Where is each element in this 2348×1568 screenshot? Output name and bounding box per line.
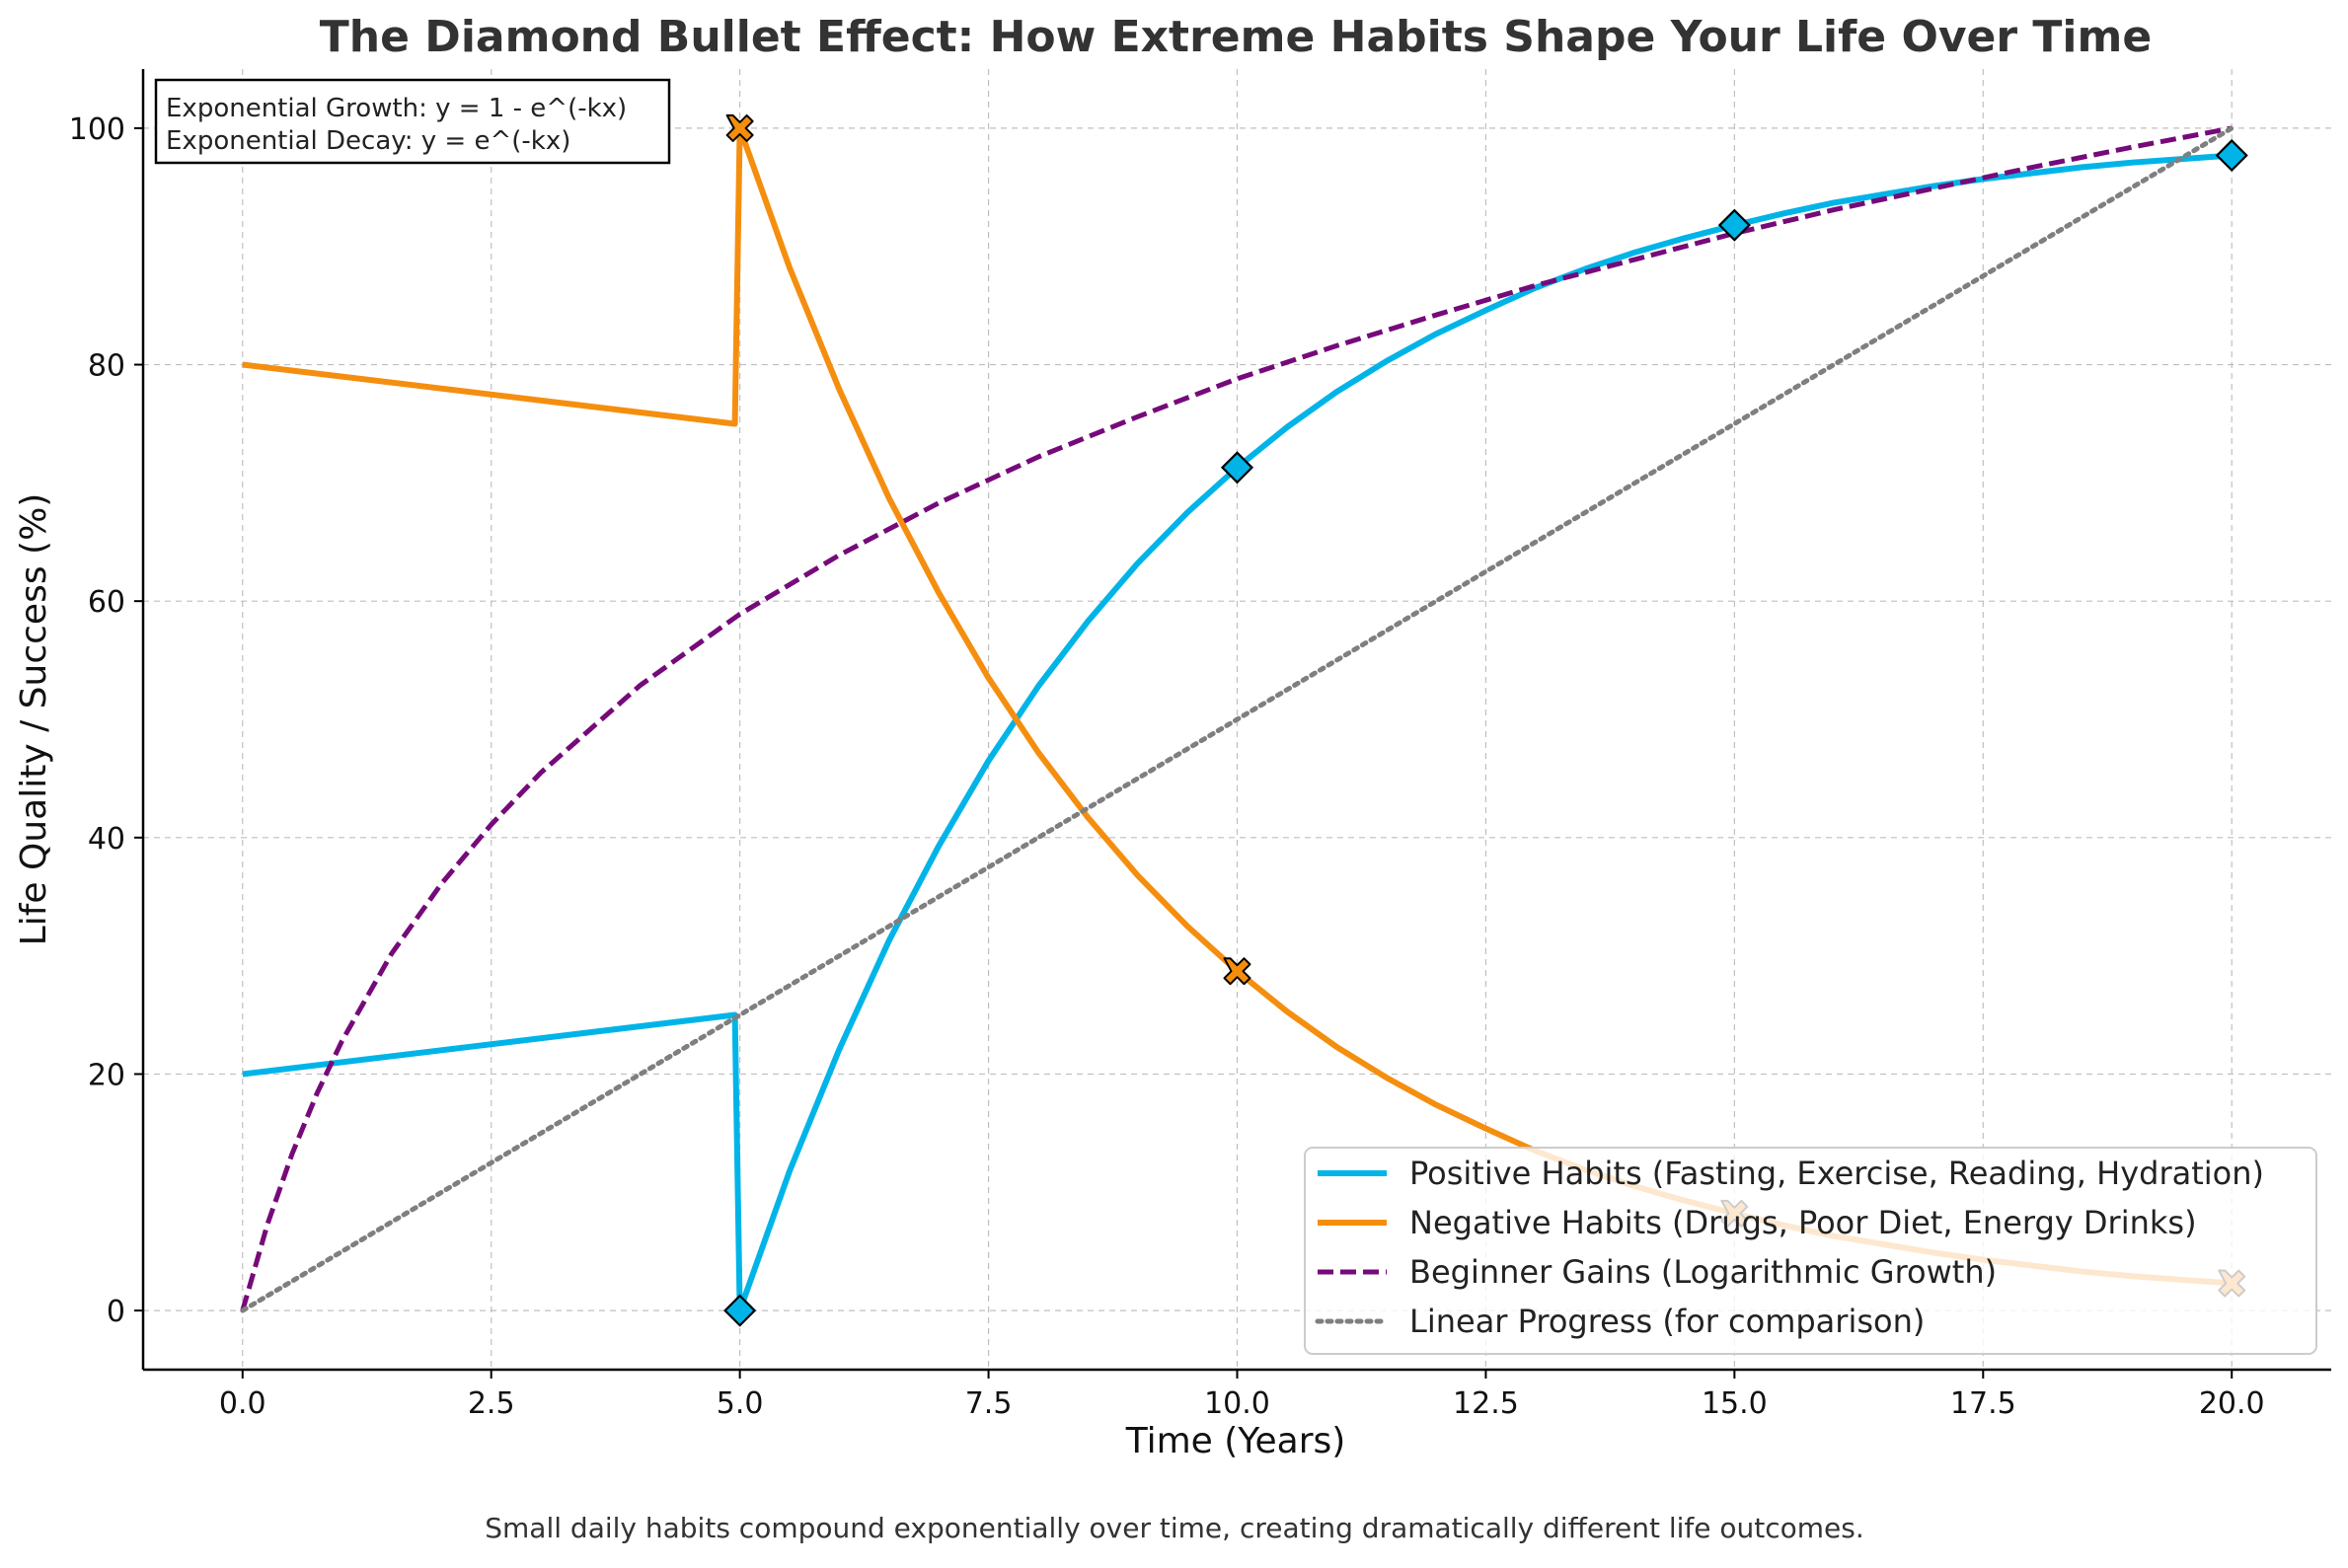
x-tick-label: 12.5: [1453, 1386, 1519, 1421]
x-marker: [1223, 957, 1251, 986]
x-tick-label: 10.0: [1204, 1386, 1270, 1421]
y-tick-label: 0: [107, 1295, 125, 1329]
x-tick-label: 20.0: [2199, 1386, 2265, 1421]
formula-annotation: Exponential Growth: y = 1 - e^(-kx) Expo…: [154, 78, 671, 165]
x-axis-label: Time (Years): [1125, 1421, 1346, 1461]
y-tick-label: 60: [88, 585, 125, 620]
formula-growth: Exponential Growth: y = 1 - e^(-kx): [166, 94, 627, 123]
diamond-marker: [1220, 451, 1254, 485]
chart-caption: Small daily habits compound exponentiall…: [485, 1512, 1864, 1544]
x-marker: [725, 113, 754, 142]
diamond-marker: [1717, 208, 1751, 242]
formula-decay: Exponential Decay: y = e^(-kx): [166, 126, 570, 156]
x-tick-label: 15.0: [1702, 1386, 1768, 1421]
legend-label-2: Beginner Gains (Logarithmic Growth): [1409, 1253, 1997, 1291]
legend-label-1: Negative Habits (Drugs, Poor Diet, Energ…: [1409, 1204, 2197, 1241]
legend-box: [1304, 1147, 2317, 1355]
y-tick-label: 40: [88, 822, 125, 857]
legend-label-3: Linear Progress (for comparison): [1409, 1303, 1925, 1340]
x-tick-label: 0.0: [219, 1386, 266, 1421]
series-line-2: [240, 125, 2233, 1311]
y-tick-label: 80: [88, 349, 125, 384]
x-tick-label: 5.0: [717, 1386, 764, 1421]
chart-title: The Diamond Bullet Effect: How Extreme H…: [320, 12, 2152, 62]
formula-box: [154, 78, 671, 165]
legend: Positive Habits (Fasting, Exercise, Read…: [1304, 1147, 2317, 1355]
y-axis-label: Life Quality / Success (%): [14, 493, 54, 946]
legend-label-0: Positive Habits (Fasting, Exercise, Read…: [1409, 1155, 2264, 1192]
series-line-3: [240, 125, 2234, 1313]
x-tick-label: 7.5: [965, 1386, 1013, 1421]
x-tick-label: 17.5: [1950, 1386, 2016, 1421]
diamond-marker: [2215, 138, 2248, 173]
y-tick-label: 20: [88, 1058, 125, 1092]
ticks: 0.0 2.5 5.0 7.5 10.0 12.5 15.0 17.5 20.0 0 20 40 60 8…: [69, 112, 2265, 1421]
diamond-marker: [723, 1294, 757, 1327]
y-tick-label: 100: [69, 112, 125, 147]
x-tick-label: 2.5: [468, 1386, 515, 1421]
